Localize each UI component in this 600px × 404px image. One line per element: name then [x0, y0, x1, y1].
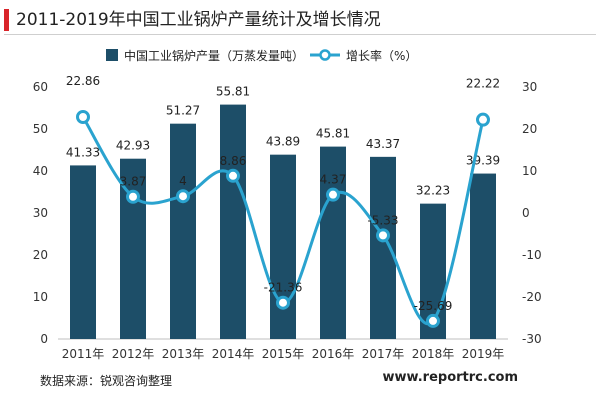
- legend-line-label: 增长率（%）: [346, 48, 418, 63]
- bar: [470, 173, 496, 339]
- legend: 中国工业锅炉产量（万蒸发量吨） 增长率（%）: [0, 44, 600, 66]
- title-accent-bar: [4, 9, 9, 31]
- chart-title: 2011-2019年中国工业锅炉产量统计及增长情况: [16, 10, 381, 30]
- legend-bar-label: 中国工业锅炉产量（万蒸发量吨）: [124, 48, 305, 63]
- left-axis-tick-label: 0: [40, 332, 48, 346]
- bar-data-label: 45.81: [316, 127, 350, 141]
- x-axis-tick-label: 2017年: [362, 347, 405, 361]
- bar-data-label: 41.33: [66, 145, 100, 159]
- right-axis-tick-label: -30: [522, 332, 542, 346]
- right-axis-tick-label: 30: [522, 80, 537, 94]
- line-point: [276, 295, 290, 310]
- line-data-label: 8.86: [220, 154, 247, 168]
- right-axis-tick-label: 20: [522, 122, 537, 136]
- line-point: [76, 109, 90, 124]
- line-point: [376, 228, 390, 243]
- line-point: [426, 313, 440, 328]
- right-axis-tick-label: 0: [522, 206, 530, 220]
- line-data-label: 22.22: [466, 77, 500, 91]
- legend-line-swatch: [310, 49, 340, 61]
- line-point: [226, 168, 240, 183]
- bar-data-label: 51.27: [166, 104, 200, 118]
- line-data-label: -25.69: [414, 299, 453, 313]
- right-axis-tick-label: -20: [522, 290, 542, 304]
- line-layer: [76, 109, 490, 328]
- x-axis-tick-label: 2016年: [312, 347, 355, 361]
- x-axis-tick-label: 2013年: [162, 347, 205, 361]
- right-axis-tick-label: -10: [522, 248, 542, 262]
- bar: [70, 165, 96, 339]
- line-data-label: 3.87: [120, 175, 147, 189]
- x-axis-tick-label: 2014年: [212, 347, 255, 361]
- line-point: [326, 187, 340, 202]
- line-data-label: 4.37: [320, 173, 347, 187]
- line-point: [176, 189, 190, 204]
- line-point: [476, 112, 490, 127]
- bar: [320, 146, 346, 339]
- x-axis-tick-label: 2018年: [412, 347, 455, 361]
- left-axis-tick-label: 40: [33, 164, 48, 178]
- line-data-label: 4: [179, 174, 187, 188]
- bar-data-label: 39.39: [466, 154, 500, 168]
- left-axis-tick-label: 60: [33, 80, 48, 94]
- x-axis-tick-label: 2019年: [462, 347, 505, 361]
- x-axis-tick-label: 2011年: [62, 347, 105, 361]
- axes: 0 10 20 30 40 50 60 -30 -20 -10 0 10 20 30 2011年 2012年 2…: [33, 80, 542, 361]
- legend-item-line: 增长率（%）: [310, 44, 417, 66]
- data-source: 数据来源：锐观咨询整理: [40, 374, 173, 388]
- line-data-label: 22.86: [66, 74, 100, 88]
- title-divider: [4, 34, 596, 35]
- bar: [370, 156, 396, 339]
- x-axis-tick-label: 2015年: [262, 347, 305, 361]
- bar: [170, 123, 196, 339]
- website-link[interactable]: www.reportrc.com: [382, 370, 518, 385]
- bar: [220, 104, 246, 340]
- left-axis-tick-label: 30: [33, 206, 48, 220]
- left-axis-tick-label: 50: [33, 122, 48, 136]
- title-bar: 2011-2019年中国工业锅炉产量统计及增长情况: [0, 6, 600, 35]
- bar-data-label: 43.37: [366, 137, 400, 151]
- line-labels: 22.86 3.87 4 8.86 -21.36 4.37 -5.33 -25.69 22.22: [66, 74, 500, 313]
- bar-data-label: 42.93: [116, 139, 150, 153]
- bar: [270, 154, 296, 339]
- bar-data-label: 55.81: [216, 85, 250, 99]
- left-axis-tick-label: 10: [33, 290, 48, 304]
- line-data-label: -21.36: [264, 281, 303, 295]
- bar-data-label: 43.89: [266, 135, 300, 149]
- legend-bar-swatch: [106, 49, 118, 61]
- bar-data-label: 32.23: [416, 184, 450, 198]
- legend-item-bar: 中国工业锅炉产量（万蒸发量吨）: [106, 44, 304, 66]
- x-axis-tick-label: 2012年: [112, 347, 155, 361]
- line-data-label: -5.33: [367, 213, 398, 227]
- left-axis-tick-label: 20: [33, 248, 48, 262]
- bars: [70, 104, 496, 340]
- line-point: [126, 189, 140, 204]
- right-axis-tick-label: 10: [522, 164, 537, 178]
